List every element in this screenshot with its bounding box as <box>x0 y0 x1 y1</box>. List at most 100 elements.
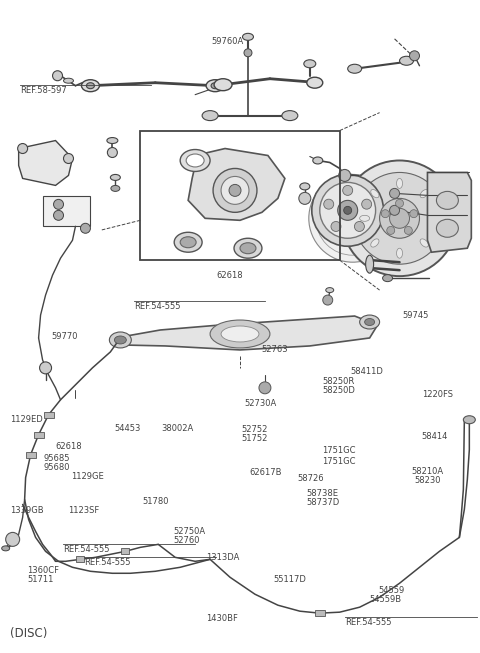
Text: 1360CF: 1360CF <box>27 566 59 575</box>
Ellipse shape <box>242 33 253 40</box>
Ellipse shape <box>202 110 218 121</box>
Ellipse shape <box>180 237 196 247</box>
Text: 58230: 58230 <box>415 476 441 485</box>
Ellipse shape <box>457 208 465 213</box>
Circle shape <box>213 168 257 212</box>
Bar <box>121 549 129 554</box>
Circle shape <box>81 223 90 233</box>
Circle shape <box>244 49 252 57</box>
Circle shape <box>380 199 420 238</box>
Text: 58414: 58414 <box>421 432 447 441</box>
Text: 1313DA: 1313DA <box>206 553 240 562</box>
Circle shape <box>381 210 389 217</box>
Polygon shape <box>115 316 378 350</box>
Text: 52760: 52760 <box>173 536 200 545</box>
Text: 58726: 58726 <box>298 473 324 483</box>
Circle shape <box>323 295 333 305</box>
Text: 62618: 62618 <box>216 271 243 280</box>
Ellipse shape <box>430 215 439 221</box>
Text: 62617B: 62617B <box>250 468 282 477</box>
Ellipse shape <box>210 320 270 348</box>
Ellipse shape <box>211 83 219 89</box>
Text: 1129ED: 1129ED <box>10 415 43 424</box>
Polygon shape <box>428 172 471 252</box>
Circle shape <box>338 200 358 220</box>
Text: 58250R: 58250R <box>323 377 355 387</box>
Ellipse shape <box>366 255 373 273</box>
Text: 38002A: 38002A <box>161 424 193 433</box>
Text: 59770: 59770 <box>51 332 77 341</box>
Text: 54453: 54453 <box>115 424 141 433</box>
Bar <box>34 432 44 438</box>
Circle shape <box>18 144 28 153</box>
Bar <box>315 610 325 616</box>
Polygon shape <box>188 148 285 220</box>
Ellipse shape <box>399 56 413 65</box>
Ellipse shape <box>114 336 126 344</box>
Text: 59745: 59745 <box>403 311 429 320</box>
Circle shape <box>63 153 73 163</box>
Ellipse shape <box>420 239 428 247</box>
Circle shape <box>39 362 51 374</box>
Circle shape <box>108 148 117 157</box>
Text: 54559: 54559 <box>379 586 405 595</box>
Ellipse shape <box>436 219 458 237</box>
Circle shape <box>331 221 341 231</box>
Text: (DISC): (DISC) <box>10 628 48 641</box>
Ellipse shape <box>82 80 99 91</box>
Text: 52752: 52752 <box>241 425 267 434</box>
Ellipse shape <box>383 275 393 281</box>
Ellipse shape <box>300 183 310 190</box>
Text: 62618: 62618 <box>56 442 83 451</box>
Ellipse shape <box>360 315 380 329</box>
Ellipse shape <box>420 189 428 198</box>
Ellipse shape <box>307 77 323 88</box>
Text: REF.54-555: REF.54-555 <box>63 545 109 554</box>
Circle shape <box>410 210 418 217</box>
Text: 1123SF: 1123SF <box>68 506 99 515</box>
Text: 58738E: 58738E <box>306 489 338 498</box>
Text: 51711: 51711 <box>27 575 53 584</box>
Circle shape <box>312 174 384 246</box>
Bar <box>43 197 90 227</box>
Bar <box>140 131 340 260</box>
Ellipse shape <box>186 154 204 167</box>
Circle shape <box>409 51 420 61</box>
Ellipse shape <box>107 138 118 144</box>
Bar <box>76 556 84 562</box>
Ellipse shape <box>206 80 224 91</box>
Circle shape <box>354 221 364 231</box>
Circle shape <box>404 227 412 234</box>
Ellipse shape <box>110 174 120 180</box>
Circle shape <box>259 382 271 394</box>
Circle shape <box>320 182 376 238</box>
Text: 51780: 51780 <box>142 497 168 506</box>
Text: 54559B: 54559B <box>369 595 401 604</box>
Ellipse shape <box>396 178 403 189</box>
Text: 1339GB: 1339GB <box>10 506 44 515</box>
Circle shape <box>342 161 457 276</box>
Ellipse shape <box>234 238 262 258</box>
Text: 1220FS: 1220FS <box>422 390 453 399</box>
Circle shape <box>344 206 352 214</box>
Text: REF.54-555: REF.54-555 <box>84 558 131 567</box>
Ellipse shape <box>365 319 374 325</box>
Circle shape <box>390 205 399 215</box>
Ellipse shape <box>360 215 370 221</box>
Text: 58737D: 58737D <box>306 498 339 507</box>
Circle shape <box>6 532 20 547</box>
Text: REF.54-555: REF.54-555 <box>134 302 180 311</box>
Circle shape <box>52 71 62 81</box>
Circle shape <box>339 170 351 182</box>
Ellipse shape <box>371 239 379 247</box>
Ellipse shape <box>221 326 259 342</box>
Text: 58210A: 58210A <box>411 467 444 476</box>
Ellipse shape <box>282 110 298 121</box>
Circle shape <box>396 199 404 208</box>
Ellipse shape <box>457 184 465 189</box>
Ellipse shape <box>2 546 10 551</box>
Circle shape <box>309 174 396 263</box>
Ellipse shape <box>111 185 120 191</box>
Circle shape <box>361 199 372 209</box>
Ellipse shape <box>240 243 256 254</box>
